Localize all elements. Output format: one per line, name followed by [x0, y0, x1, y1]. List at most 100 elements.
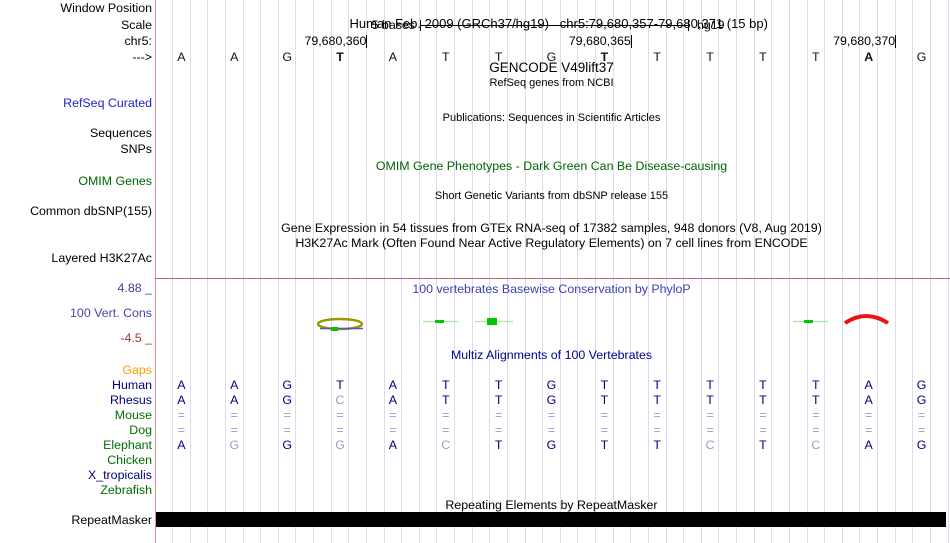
align-base-elephant: T — [759, 438, 767, 452]
align-base-dog: = — [547, 423, 556, 437]
align-base-elephant: G — [282, 438, 292, 452]
phylop-mark — [843, 314, 890, 325]
gridline — [559, 0, 561, 543]
gridline — [771, 0, 773, 543]
gridline — [207, 0, 209, 543]
track-title[interactable]: 100 vertebrates Basewise Conservation by… — [412, 282, 691, 296]
ruler-tick: 79,680,370 — [745, 35, 897, 48]
track-label-chicken: Chicken — [107, 453, 152, 467]
track-title[interactable]: Multiz Alignments of 100 Vertebrates — [450, 348, 653, 362]
track-label-omim-genes: OMIM Genes — [78, 174, 152, 188]
align-base-rhesus: A — [230, 393, 239, 407]
gridline — [436, 0, 438, 543]
track-title[interactable]: GENCODE V49lift37 — [489, 60, 614, 75]
gridline — [894, 0, 896, 543]
gridline — [577, 0, 579, 543]
gridline — [929, 0, 931, 543]
gridline — [418, 0, 420, 543]
gridline — [824, 0, 826, 543]
track-title[interactable]: Short Genetic Variants from dbSNP releas… — [434, 190, 669, 202]
track-label-human: Human — [112, 378, 152, 392]
track-title[interactable]: H3K27Ac Mark (Often Found Near Active Re… — [295, 236, 808, 250]
gridline — [718, 0, 720, 543]
ruler-base-letter: A — [177, 50, 186, 64]
gridline — [365, 0, 367, 543]
ruler-base-letter: T — [812, 50, 820, 64]
gridline — [736, 0, 738, 543]
align-base-human: T — [336, 378, 344, 392]
align-base-human: G — [546, 378, 557, 392]
gridline — [295, 0, 297, 543]
phylop-mark — [804, 320, 813, 323]
align-base-dog: = — [495, 423, 503, 437]
align-base-elephant: G — [546, 438, 557, 452]
align-base-elephant: T — [600, 438, 609, 452]
track-label-window-position: Window Position — [60, 1, 152, 15]
align-base-mouse: = — [917, 408, 926, 422]
align-base-mouse: = — [653, 408, 661, 422]
gridline — [595, 0, 597, 543]
track-title[interactable]: Publications: Sequences in Scientific Ar… — [442, 112, 661, 124]
track-title[interactable]: Repeating Elements by RepeatMasker — [445, 498, 658, 512]
gridline — [665, 0, 667, 543]
align-base-elephant: G — [335, 438, 345, 452]
gridline — [172, 0, 174, 543]
align-base-human: T — [706, 378, 714, 392]
align-base-human: G — [916, 378, 927, 392]
align-base-dog: = — [812, 423, 820, 437]
scale-label: 5 bases — [371, 18, 415, 32]
align-base-mouse: = — [812, 408, 820, 422]
track-title[interactable]: Gene Expression in 54 tissues from GTEx … — [281, 221, 822, 235]
genome-label: hg19 — [697, 18, 725, 32]
gridline — [647, 0, 649, 543]
gridline — [277, 0, 279, 543]
ruler-base-letter: G — [916, 50, 927, 64]
gridline — [683, 0, 685, 543]
gridline — [806, 0, 808, 543]
track-separator-line — [155, 278, 950, 279]
track-label-mouse: Mouse — [114, 408, 152, 422]
align-base-elephant: A — [864, 438, 873, 452]
align-base-dog: = — [336, 423, 344, 437]
gridline — [489, 0, 491, 543]
ruler-base-letter: T — [336, 50, 344, 64]
align-base-dog: = — [600, 423, 608, 437]
align-base-rhesus: T — [494, 393, 503, 407]
ruler-tick: 79,680,360 — [216, 35, 368, 48]
align-base-elephant: T — [653, 438, 661, 452]
track-label-100-vert-cons: 100 Vert. Cons — [70, 306, 152, 320]
track-label-layered-h3k27ac: Layered H3K27Ac — [51, 251, 152, 265]
track-label-elephant: Elephant — [103, 438, 152, 452]
gridline — [330, 0, 332, 543]
track-title[interactable]: RefSeq genes from NCBI — [489, 77, 614, 89]
align-base-elephant: T — [494, 438, 503, 452]
gridline — [401, 0, 403, 543]
ruler-base-letter: A — [230, 50, 239, 64]
align-base-rhesus: A — [864, 393, 873, 407]
align-base-rhesus: G — [916, 393, 927, 407]
phylop-mark — [316, 317, 364, 331]
ruler-base-letter: T — [706, 50, 714, 64]
scale-bracket — [420, 20, 689, 31]
track-title[interactable]: OMIM Gene Phenotypes - Dark Green Can Be… — [375, 159, 728, 173]
gridline — [260, 0, 262, 543]
ruler-base-letter: T — [441, 50, 450, 64]
align-base-human: T — [653, 378, 661, 392]
repeatmasker-element-bar[interactable] — [156, 512, 946, 527]
gridline — [524, 0, 526, 543]
align-base-human: T — [600, 378, 609, 392]
align-base-mouse: = — [230, 408, 238, 422]
align-base-rhesus: T — [441, 393, 450, 407]
track-label-common-dbsnp-155: Common dbSNP(155) — [30, 204, 152, 218]
gridline — [189, 0, 191, 543]
align-base-human: T — [441, 378, 450, 392]
align-base-dog: = — [865, 423, 873, 437]
gridline — [753, 0, 755, 543]
ruler-base-letter: A — [388, 50, 398, 64]
gridline — [506, 0, 508, 543]
align-base-dog: = — [389, 423, 397, 437]
gridline — [383, 0, 385, 543]
phylop-mark — [331, 327, 338, 331]
track-label-dog: Dog — [129, 423, 152, 437]
ruler-base-letter: A — [864, 50, 874, 64]
